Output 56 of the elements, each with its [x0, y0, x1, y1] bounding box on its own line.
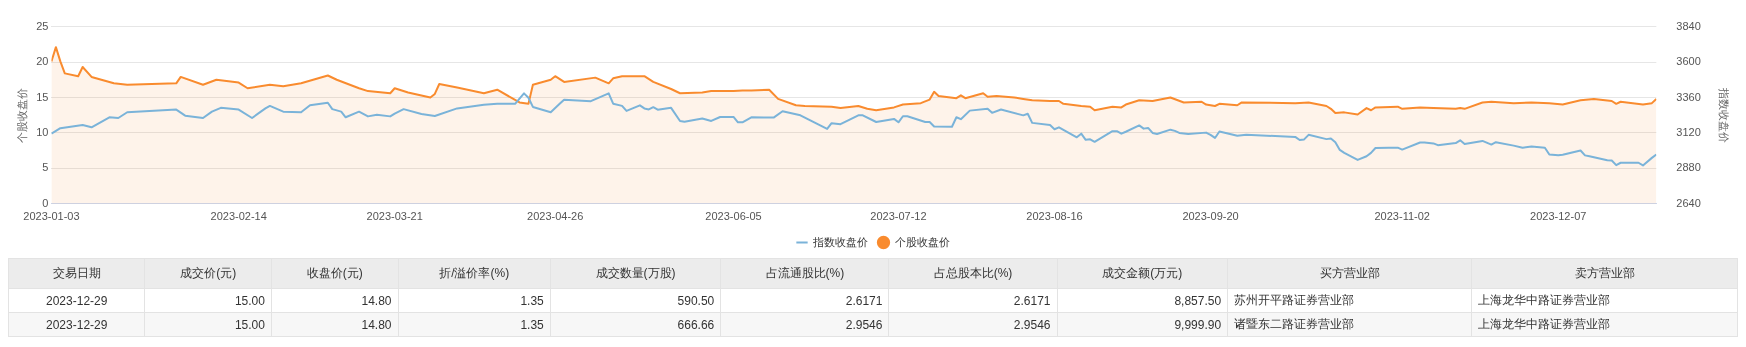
text: 8,857.50: [1174, 293, 1222, 308]
text: 14.80: [361, 293, 392, 308]
category-label: 收盘价(元): [271, 258, 399, 289]
legend-label: 指数收盘价: [812, 235, 868, 248]
category-label: 交易日期: [8, 258, 145, 289]
y-tick-label: 25: [36, 19, 49, 32]
y-tick-label: 0: [42, 196, 49, 209]
y2-axis-title: 指数收盘价: [1718, 86, 1731, 143]
y2-tick-label: 3120: [1676, 125, 1701, 138]
y2-tick-label: 3840: [1676, 19, 1701, 32]
text: 15.00: [234, 317, 265, 332]
y2-tick-label: 2640: [1676, 196, 1701, 209]
text: 1.35: [520, 317, 544, 332]
category-label: 折/溢价率(%): [398, 258, 551, 289]
x-tick-label: 2023-12-07: [1530, 210, 1587, 223]
text: 2.9546: [845, 317, 883, 332]
category-label: 卖方营业部: [1471, 258, 1738, 289]
text: 2023-12-29: [46, 293, 108, 308]
text: 2.6171: [845, 293, 883, 308]
text: 上海龙华中路证券营业部: [1478, 317, 1611, 331]
text: 590.50: [677, 293, 715, 308]
y2-tick-label: 3360: [1676, 90, 1701, 103]
y-tick-label: 10: [36, 125, 49, 138]
text: 9,999.90: [1174, 317, 1222, 332]
x-tick-label: 2023-06-05: [705, 210, 762, 223]
text: 诸暨东二路证券营业部: [1234, 317, 1355, 331]
category-label: 成交数量(万股): [550, 258, 721, 289]
category-label: 成交价(元): [144, 258, 272, 289]
text: 15.00: [234, 293, 265, 308]
y-tick-label: 15: [36, 90, 49, 103]
text: 苏州开平路证券营业部: [1234, 293, 1355, 307]
y2-tick-label: 2880: [1676, 161, 1701, 174]
text: 2.9546: [1013, 317, 1051, 332]
text: 1.35: [520, 293, 544, 308]
x-tick-label: 2023-01-03: [23, 210, 80, 223]
text: 666.66: [677, 317, 715, 332]
x-tick-label: 2023-04-26: [527, 210, 584, 223]
x-tick-label: 2023-03-21: [366, 210, 423, 223]
y2-tick-label: 3600: [1676, 55, 1701, 68]
category-label: 占总股本比(%): [888, 258, 1058, 289]
y-tick-label: 20: [36, 55, 49, 68]
x-tick-label: 2023-11-02: [1374, 210, 1430, 223]
x-tick-label: 2023-09-20: [1182, 210, 1239, 223]
category-label: 成交金额(万元): [1057, 258, 1228, 289]
legend-label: 个股收盘价: [894, 235, 950, 248]
y-axis-title: 个股收盘价: [15, 87, 28, 143]
text: 2.6171: [1013, 293, 1051, 308]
y-tick-label: 5: [42, 161, 49, 174]
x-tick-label: 2023-08-16: [1026, 210, 1083, 223]
x-tick-label: 2023-02-14: [210, 210, 267, 223]
text: 14.80: [361, 317, 392, 332]
x-tick-label: 2023-07-12: [870, 210, 927, 223]
category-label: 买方营业部: [1227, 258, 1472, 289]
text: 2023-12-29: [46, 317, 108, 332]
category-label: 占流通股比(%): [720, 258, 889, 289]
text: 上海龙华中路证券营业部: [1478, 293, 1611, 307]
